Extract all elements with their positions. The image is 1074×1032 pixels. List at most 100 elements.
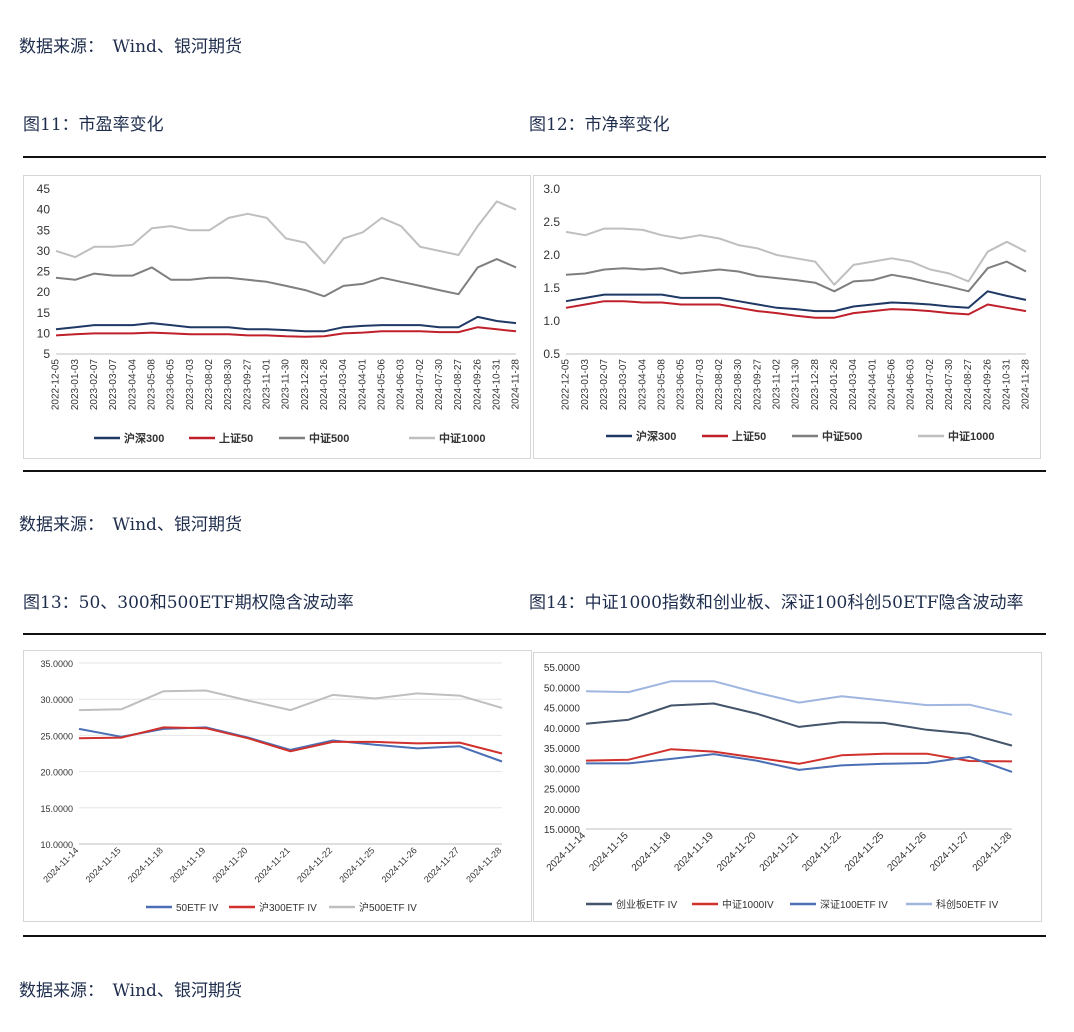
x-tick-label: 2024-11-26 <box>885 830 929 874</box>
x-tick-label: 2023-03-07 <box>108 359 119 411</box>
x-tick-label: 2024-11-27 <box>422 845 461 884</box>
source-note-2: 数据来源： Wind、银河期货 <box>19 515 242 535</box>
y-tick-label: 30 <box>37 244 51 258</box>
legend-label: 科创50ETF IV <box>936 898 999 911</box>
y-tick-label: 20.0000 <box>544 805 581 816</box>
y-tick-label: 25.0000 <box>544 785 581 796</box>
y-tick-label: 45 <box>37 182 51 196</box>
legend-label: 沪300ETF IV <box>259 901 317 914</box>
x-tick-label: 2024-11-22 <box>295 845 334 884</box>
divider-bottom-1 <box>23 470 1046 472</box>
y-tick-label: 20.0000 <box>40 768 73 778</box>
x-tick-label: 2024-11-19 <box>168 845 207 884</box>
x-tick-label: 2024-06-03 <box>906 359 917 411</box>
x-tick-label: 2023-08-02 <box>204 359 215 411</box>
x-tick-label: 2023-04-04 <box>637 359 648 411</box>
figure-14-title: 图14：中证1000指数和创业板、深证100科创50ETF隐含波动率 <box>529 593 1024 613</box>
x-tick-label: 2024-11-19 <box>672 830 716 874</box>
x-tick-label: 2022-12-05 <box>51 359 62 411</box>
x-tick-label: 2023-11-30 <box>791 359 802 410</box>
legend-label: 上证50 <box>219 431 253 445</box>
x-tick-label: 2024-07-02 <box>925 359 936 411</box>
x-tick-label: 2024-11-22 <box>800 830 844 874</box>
x-tick-label: 2024-11-18 <box>630 830 674 874</box>
legend-label: 中证500 <box>309 431 349 445</box>
x-tick-label: 2024-11-20 <box>715 830 759 874</box>
x-tick-label: 2023-11-01 <box>261 359 272 410</box>
y-tick-label: 35.0000 <box>544 744 581 755</box>
x-tick-label: 2023-06-05 <box>166 359 177 411</box>
x-tick-label: 2024-01-26 <box>319 359 330 411</box>
series-line <box>55 315 517 333</box>
y-tick-label: 35.0000 <box>40 659 73 669</box>
legend-label: 中证1000IV <box>722 898 774 911</box>
x-tick-label: 2024-11-21 <box>253 845 292 884</box>
x-tick-label: 2024-09-26 <box>472 359 483 411</box>
x-tick-label: 2024-11-21 <box>758 830 802 874</box>
legend-label: 中证1000 <box>948 429 994 443</box>
x-tick-label: 2023-05-08 <box>656 359 667 411</box>
x-tick-label: 2023-01-03 <box>580 359 591 411</box>
x-tick-label: 2023-12-28 <box>810 359 821 411</box>
legend-label: 创业板ETF IV <box>616 898 677 911</box>
x-tick-label: 2024-03-04 <box>338 359 349 411</box>
legend-label: 深证100ETF IV <box>820 899 888 911</box>
x-tick-label: 2024-03-04 <box>848 359 859 411</box>
pe-ratio-chart: 5 10 15 20 25 30 35 40 45 2022-12-05 2023-01-03 202… <box>37 182 522 445</box>
x-tick-label: 2023-01-03 <box>70 359 81 411</box>
y-tick-label: 25 <box>37 265 51 279</box>
x-tick-label: 2024-11-20 <box>210 845 249 884</box>
x-tick-label: 2023-12-28 <box>300 359 311 411</box>
legend-label: 中证1000 <box>439 431 485 445</box>
x-tick-label: 2024-11-14 <box>545 830 589 874</box>
x-tick-label: 2023-09-27 <box>752 359 763 411</box>
x-tick-label: 2024-07-30 <box>434 359 445 411</box>
divider-bottom-2 <box>23 935 1046 937</box>
series-line <box>586 753 1013 773</box>
x-tick-label: 2023-03-07 <box>618 359 629 411</box>
x-tick-label: 2024-11-25 <box>843 830 887 874</box>
series-line <box>585 748 1013 765</box>
series-line <box>55 200 517 265</box>
x-tick-label: 2024-05-06 <box>886 359 897 411</box>
x-tick-label: 2024-11-28 <box>971 830 1015 874</box>
x-tick-label: 2024-07-30 <box>944 359 955 411</box>
x-tick-label: 2023-07-03 <box>695 359 706 411</box>
legend-label: 沪500ETF IV <box>359 901 417 914</box>
index-iv-chart: 15.0000 20.0000 25.0000 30.0000 35.0000 40.00… <box>544 663 1015 911</box>
x-tick-label: 2023-05-08 <box>146 359 157 411</box>
x-tick-label: 2024-11-28 <box>464 845 503 884</box>
legend-label: 上证50 <box>732 429 766 443</box>
y-tick-label: 15 <box>37 306 51 320</box>
x-tick-label: 2023-07-03 <box>185 359 196 411</box>
x-tick-label: 2023-02-07 <box>89 359 100 411</box>
chart-panel-fig11: 5 10 15 20 25 30 35 40 45 2022-12-05 2023-01-03 202… <box>23 175 531 459</box>
series-line <box>78 689 503 712</box>
x-tick-label: 2023-11-02 <box>771 359 782 410</box>
x-tick-label: 2024-05-06 <box>376 359 387 411</box>
y-tick-label: 0.5 <box>543 347 560 361</box>
x-tick-label: 2024-11-26 <box>380 845 419 884</box>
etf-iv-chart: 10.0000 15.0000 20.0000 25.0000 30.0000 35.00… <box>40 659 503 914</box>
x-tick-label: 2024-11-14 <box>41 845 80 884</box>
x-tick-label: 2023-08-30 <box>733 359 744 411</box>
y-tick-label: 2.0 <box>543 248 560 262</box>
x-tick-label: 2023-11-30 <box>281 359 292 410</box>
legend-label: 中证500 <box>822 429 862 443</box>
x-tick-label: 2024-09-26 <box>982 359 993 411</box>
x-tick-label: 2024-11-27 <box>928 830 972 874</box>
y-tick-label: 40.0000 <box>544 724 581 735</box>
x-tick-label: 2023-08-02 <box>714 359 725 411</box>
x-tick-label: 2023-04-04 <box>127 359 138 411</box>
y-tick-label: 30.0000 <box>544 764 581 775</box>
divider-top-2 <box>23 633 1046 635</box>
x-tick-label: 2024-08-27 <box>453 359 464 411</box>
series-line <box>565 227 1027 286</box>
x-tick-label: 2024-04-01 <box>867 359 878 411</box>
source-note-1: 数据来源： Wind、银河期货 <box>19 37 242 57</box>
x-tick-label: 2024-07-02 <box>415 359 426 411</box>
x-tick-label: 2024-10-31 <box>1001 359 1012 411</box>
y-tick-label: 10.0000 <box>40 840 73 850</box>
series-line <box>55 258 517 298</box>
figure-12-title: 图12：市净率变化 <box>529 115 670 135</box>
